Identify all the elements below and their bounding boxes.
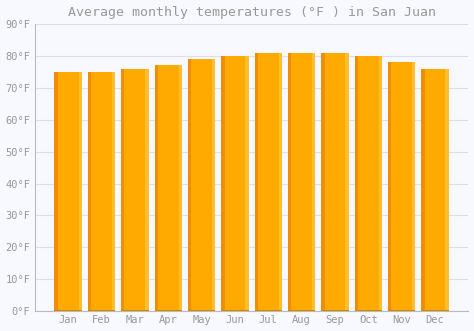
Bar xyxy=(388,310,415,311)
Bar xyxy=(388,62,392,311)
Bar xyxy=(321,53,349,311)
Bar xyxy=(188,310,215,311)
Bar xyxy=(179,66,182,311)
Bar xyxy=(221,56,225,311)
Bar xyxy=(255,53,282,311)
Bar xyxy=(379,56,382,311)
Bar xyxy=(255,53,258,311)
Bar xyxy=(246,56,248,311)
Bar xyxy=(188,59,215,311)
Bar xyxy=(88,72,115,311)
Title: Average monthly temperatures (°F ) in San Juan: Average monthly temperatures (°F ) in Sa… xyxy=(68,6,436,19)
Bar xyxy=(346,53,349,311)
Bar xyxy=(321,310,349,311)
Bar xyxy=(55,72,82,311)
Bar xyxy=(112,72,115,311)
Bar xyxy=(221,56,248,311)
Bar xyxy=(421,69,449,311)
Bar xyxy=(88,310,115,311)
Bar xyxy=(412,62,415,311)
Bar xyxy=(145,69,148,311)
Bar xyxy=(288,53,315,311)
Bar xyxy=(421,69,425,311)
Bar xyxy=(279,53,282,311)
Bar xyxy=(221,310,248,311)
Bar xyxy=(155,310,182,311)
Bar xyxy=(312,53,315,311)
Bar xyxy=(388,62,415,311)
Bar xyxy=(121,69,148,311)
Bar xyxy=(212,59,215,311)
Bar xyxy=(321,53,325,311)
Bar xyxy=(355,56,358,311)
Bar xyxy=(255,310,282,311)
Bar xyxy=(446,69,449,311)
Bar xyxy=(55,310,82,311)
Bar xyxy=(79,72,82,311)
Bar xyxy=(188,59,191,311)
Bar xyxy=(421,310,449,311)
Bar xyxy=(355,310,382,311)
Bar xyxy=(288,53,291,311)
Bar xyxy=(288,310,315,311)
Bar xyxy=(155,66,182,311)
Bar xyxy=(155,66,158,311)
Bar xyxy=(355,56,382,311)
Bar xyxy=(121,310,148,311)
Bar xyxy=(88,72,91,311)
Bar xyxy=(55,72,58,311)
Bar xyxy=(121,69,125,311)
